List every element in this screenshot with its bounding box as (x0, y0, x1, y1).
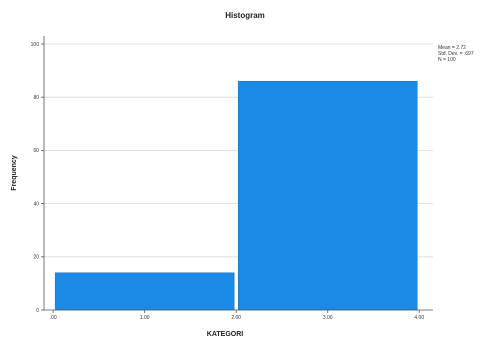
y-tick-label: 60 (33, 148, 39, 154)
stat-line: Std. Dev. = .697 (438, 51, 474, 57)
x-tick-label: .00 (50, 315, 57, 321)
histogram-bar (54, 272, 235, 311)
y-tick-label: 80 (33, 95, 39, 101)
x-axis-label: KATEGORI (207, 331, 243, 338)
stat-line: Mean = 2.72 (438, 45, 466, 51)
y-tick-label: 0 (36, 308, 39, 314)
chart-title: Histogram (225, 11, 265, 20)
y-tick-label: 40 (33, 201, 39, 207)
axes: 0 20 40 60 80 100 .00 1.00 2.00 3.00 4.00 (31, 36, 433, 321)
x-tick-label: 2.00 (231, 315, 241, 321)
y-tick-label: 20 (33, 255, 39, 261)
histogram-bar (237, 80, 418, 311)
y-axis-label: Frequency (11, 155, 18, 191)
stat-line: N = 100 (438, 57, 456, 63)
x-tick-label: 4.00 (414, 315, 424, 321)
x-tick-label: 3.00 (323, 315, 333, 321)
x-tick-label: 1.00 (140, 315, 150, 321)
bars (54, 80, 418, 311)
y-tick-label: 100 (31, 42, 40, 48)
